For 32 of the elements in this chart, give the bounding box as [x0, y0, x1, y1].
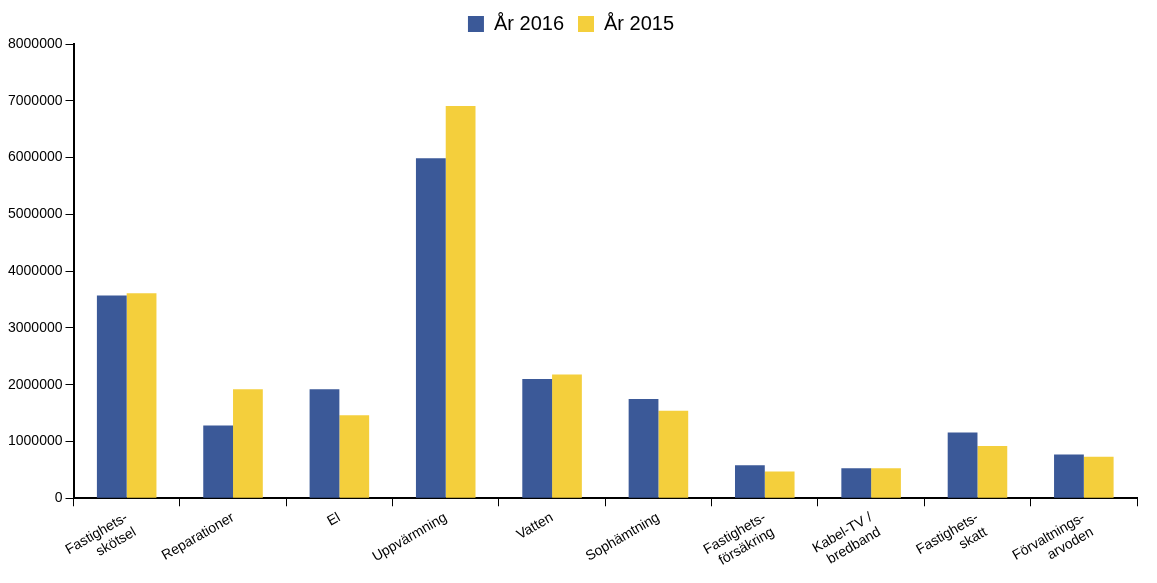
bar: [947, 432, 978, 498]
bar: [977, 446, 1008, 498]
y-tick-label: 2000000: [7, 375, 63, 392]
bar: [309, 389, 340, 498]
bar: [658, 410, 689, 498]
bar: [841, 468, 872, 498]
y-tick-label: 5000000: [7, 205, 63, 222]
bar: [735, 465, 765, 498]
bar: [522, 379, 553, 498]
bar: [96, 295, 127, 498]
bar: [1054, 454, 1084, 498]
y-tick-label: 1000000: [7, 432, 63, 449]
bar: [339, 415, 370, 498]
bar: [233, 389, 263, 498]
bar: [1083, 456, 1114, 498]
bar: [764, 471, 795, 498]
x-tick-label: El: [324, 508, 343, 529]
y-tick-label: 3000000: [7, 318, 63, 335]
bar: [126, 293, 157, 498]
bar: [445, 105, 476, 498]
y-tick-label: 6000000: [7, 148, 63, 165]
bar: [415, 158, 446, 498]
y-tick-label: 4000000: [7, 261, 63, 278]
bar: [871, 468, 901, 498]
legend-label: År 2016: [493, 11, 565, 34]
bar: [552, 374, 582, 498]
bar: [203, 425, 234, 498]
y-tick-label: 7000000: [7, 91, 63, 108]
y-tick-label: 0: [54, 489, 63, 506]
bar: [628, 398, 659, 498]
y-tick-label: 8000000: [7, 34, 63, 51]
legend-label: År 2015: [604, 11, 675, 34]
